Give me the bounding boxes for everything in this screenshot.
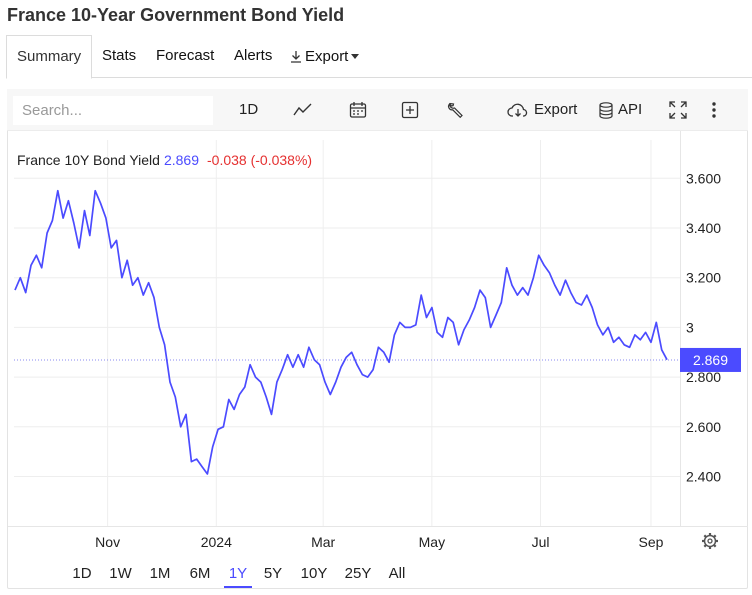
api-button[interactable]: API: [599, 89, 642, 131]
range-all[interactable]: All: [388, 565, 406, 582]
range-1w[interactable]: 1W: [109, 565, 132, 582]
x-tick-label: Jul: [532, 534, 550, 550]
legend-series-name: France 10Y Bond Yield: [17, 152, 160, 168]
calendar-icon[interactable]: [349, 89, 367, 131]
tab-bar: Summary Stats Forecast Alerts Export: [6, 35, 752, 79]
y-tick-label: 3.400: [686, 220, 721, 236]
x-tick-label: 2024: [201, 534, 232, 550]
y-tick-label: 2.400: [686, 469, 721, 485]
settings-gear-icon[interactable]: [702, 533, 718, 549]
y-tick-label: 3.600: [686, 170, 721, 186]
x-tick-label: May: [419, 534, 445, 550]
plus-box-icon[interactable]: [401, 89, 419, 131]
cloud-download-icon: [507, 103, 528, 117]
tab-summary[interactable]: Summary: [6, 35, 93, 79]
y-tick-label: 2.800: [686, 369, 721, 385]
x-tick-label: Mar: [311, 534, 335, 550]
export-label: Export: [534, 101, 578, 118]
chart-legend: France 10Y Bond Yield 2.869 -0.038 (-0.038…: [17, 152, 312, 168]
page-title: France 10-Year Government Bond Yield: [7, 5, 345, 25]
search-input[interactable]: [13, 96, 213, 125]
tab-export[interactable]: Export: [280, 35, 369, 78]
range-1d[interactable]: 1D: [72, 565, 92, 582]
api-label: API: [618, 101, 643, 118]
database-icon: [599, 101, 613, 119]
caret-down-icon: [351, 54, 360, 59]
x-tick-label: Sep: [639, 534, 664, 550]
tab-stats[interactable]: Stats: [102, 47, 137, 64]
interval-button[interactable]: 1D: [239, 101, 259, 118]
series-line: [14, 189, 668, 475]
range-10y[interactable]: 10Y: [300, 565, 328, 582]
chart-toolbar: 1D Export API: [7, 89, 748, 131]
y-tick-label: 3.200: [686, 270, 721, 286]
line-chart-icon[interactable]: [293, 89, 313, 131]
legend-value: 2.869: [163, 152, 199, 168]
legend-change: -0.038 (-0.038%): [207, 152, 313, 168]
y-tick-label: 2.600: [686, 419, 721, 435]
range-5y[interactable]: 5Y: [263, 565, 283, 582]
tab-alerts[interactable]: Alerts: [234, 47, 273, 64]
range-25y[interactable]: 25Y: [344, 565, 372, 582]
range-1m[interactable]: 1M: [149, 565, 171, 582]
fullscreen-icon[interactable]: [669, 89, 687, 131]
last-price-badge: [680, 347, 741, 372]
chart-frame: [7, 89, 748, 589]
wrench-icon[interactable]: [447, 89, 465, 131]
download-icon: [291, 51, 301, 63]
tab-forecast[interactable]: Forecast: [156, 47, 215, 64]
range-1y[interactable]: 1Y: [224, 562, 252, 588]
export-button[interactable]: Export: [507, 89, 577, 131]
more-vert-icon[interactable]: [711, 89, 717, 131]
tab-export-label: Export: [305, 47, 349, 65]
range-6m[interactable]: 6M: [189, 565, 211, 582]
y-tick-label: 3: [686, 319, 694, 335]
last-price-label: 2.869: [693, 352, 728, 368]
x-tick-label: Nov: [95, 534, 120, 550]
